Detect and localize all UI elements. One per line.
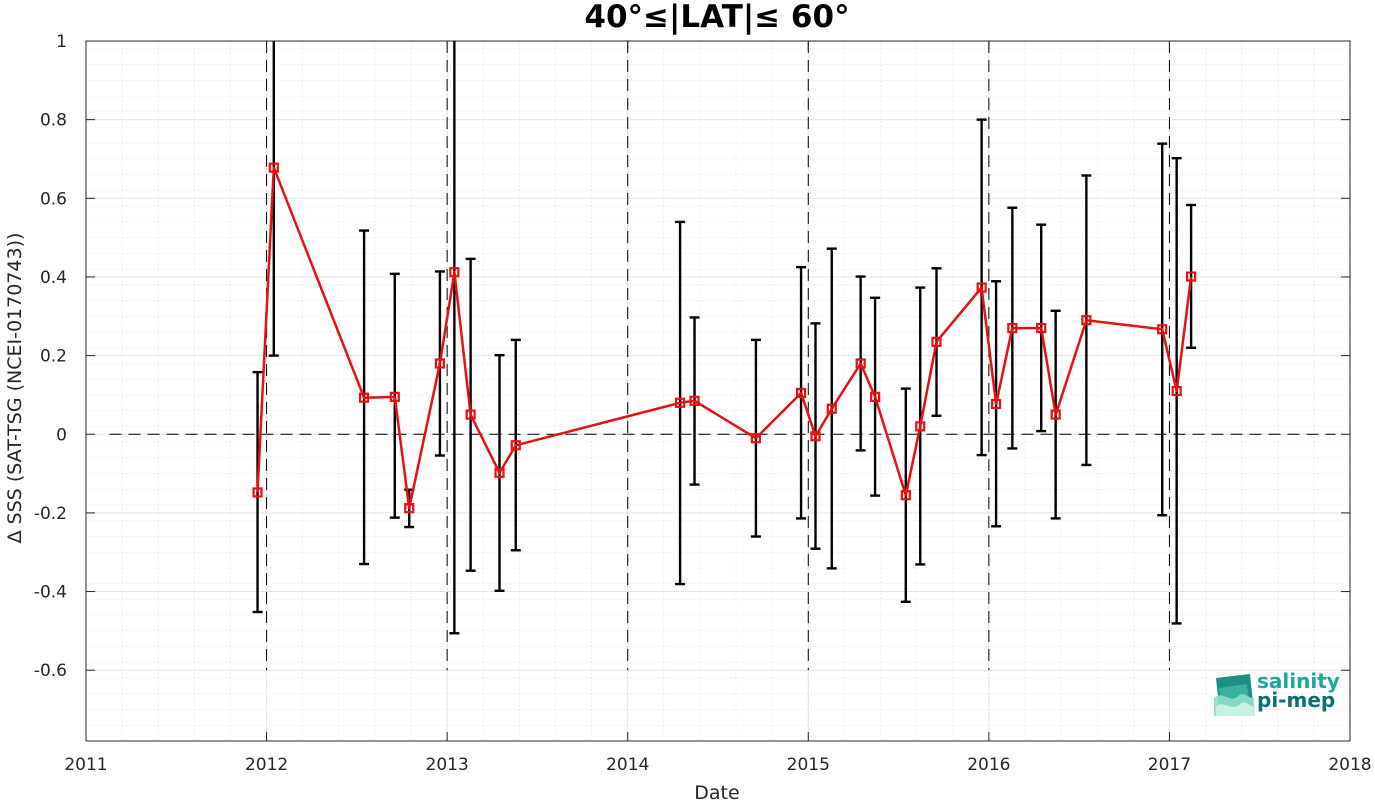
data-point-marker xyxy=(869,391,881,402)
x-tick-label: 2016 xyxy=(967,755,1010,775)
data-point-marker xyxy=(404,503,415,514)
data-point-marker xyxy=(449,267,460,278)
x-tick-label: 2013 xyxy=(426,755,469,775)
logo-line2: pi-mep xyxy=(1257,688,1335,712)
x-tick-label: 2012 xyxy=(245,755,288,775)
y-tick-label: 1 xyxy=(56,32,67,52)
y-axis-title: Δ SSS (SAT-TSG (NCEI-0170743)) xyxy=(4,233,26,544)
data-point-marker xyxy=(1185,271,1197,282)
y-tick-label: 0.8 xyxy=(40,111,67,131)
axes-frame xyxy=(85,40,1351,742)
salinity-pi-mep-logo: salinity pi-mep xyxy=(1214,669,1340,716)
series-line xyxy=(256,166,1193,510)
logo-line1: salinity xyxy=(1257,669,1340,693)
data-point-marker xyxy=(1157,324,1168,335)
series-line-group xyxy=(256,166,1193,510)
data-point-marker xyxy=(1007,322,1018,334)
data-point-marker xyxy=(795,387,807,399)
data-point-marker xyxy=(900,490,911,501)
data-point-marker xyxy=(826,403,837,414)
data-point-marker xyxy=(1171,385,1182,397)
minor-grid xyxy=(85,41,1351,742)
data-point-marker xyxy=(465,409,476,420)
plot-frame xyxy=(85,40,1351,742)
data-point-marker xyxy=(689,395,700,406)
x-tick-labels: 2011 2012 2013 2014 2015 2016 2017 2018 xyxy=(64,755,1371,775)
data-point-marker xyxy=(750,433,762,444)
y-tick-labels: -0.6 -0.4 -0.2 0 0.2 0.4 0.6 0.8 1 xyxy=(34,32,67,681)
error-bar xyxy=(1186,203,1197,349)
data-point-marker xyxy=(810,431,821,442)
data-point-marker xyxy=(915,421,926,432)
data-point-marker xyxy=(674,397,686,408)
x-tick-label: 2018 xyxy=(1328,755,1371,775)
data-point-marker xyxy=(931,336,942,347)
x-tick-label: 2017 xyxy=(1148,755,1191,775)
axis-ticks xyxy=(85,40,1351,741)
y-tick-label: -0.6 xyxy=(34,661,67,681)
data-point-marker xyxy=(1036,322,1047,334)
y-tick-label: -0.2 xyxy=(34,504,67,524)
error-bar xyxy=(268,41,279,357)
series-markers xyxy=(252,162,1197,514)
data-point-marker xyxy=(855,358,866,369)
x-tick-label: 2011 xyxy=(64,755,107,775)
data-point-marker xyxy=(976,282,987,293)
y-tick-label: 0.6 xyxy=(40,189,67,209)
y-tick-label: -0.4 xyxy=(34,583,67,603)
wave-logo-icon xyxy=(1214,674,1255,716)
y-tick-label: 0.4 xyxy=(40,268,67,288)
y-tick-label: 0 xyxy=(56,425,67,445)
data-point-marker xyxy=(494,467,505,478)
chart-title: 40°≤|LAT|≤ 60° xyxy=(584,0,849,35)
data-point-marker xyxy=(252,487,263,498)
data-point-marker xyxy=(1081,315,1092,326)
x-tick-label: 2015 xyxy=(787,755,830,775)
data-point-marker xyxy=(389,391,400,402)
data-point-marker xyxy=(268,162,279,173)
data-point-marker xyxy=(1050,409,1061,420)
x-axis-title: Date xyxy=(694,782,739,801)
data-point-marker xyxy=(358,392,370,403)
data-point-marker xyxy=(434,358,446,369)
y-tick-label: 0.2 xyxy=(40,347,67,367)
x-tick-label: 2014 xyxy=(606,755,649,775)
data-point-marker xyxy=(990,398,1002,410)
error-bar xyxy=(449,41,460,635)
data-point-marker xyxy=(510,440,521,451)
